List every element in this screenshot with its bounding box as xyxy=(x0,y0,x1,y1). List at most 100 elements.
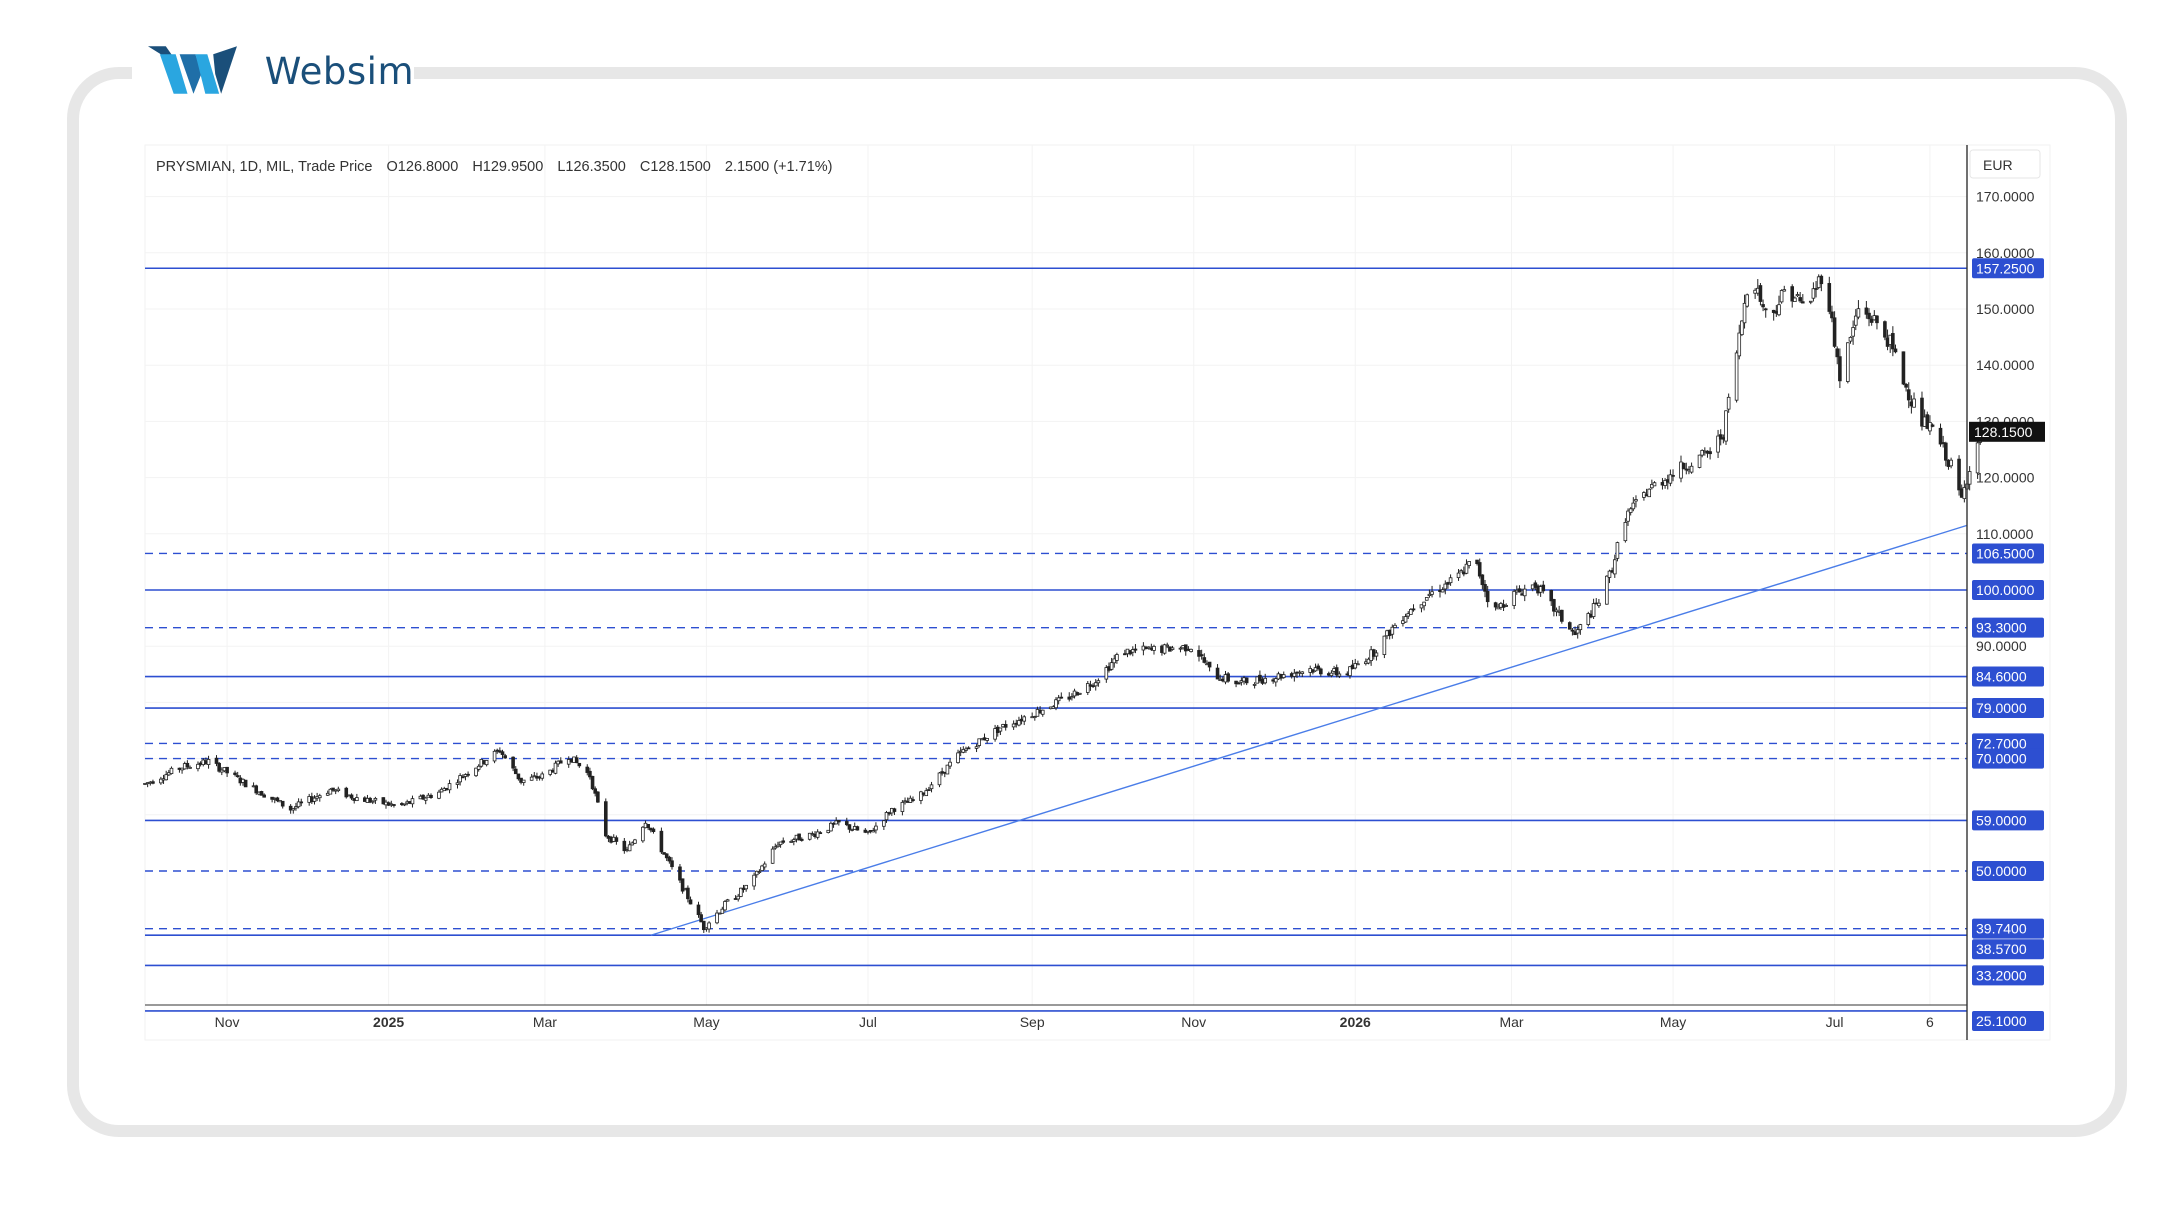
candle xyxy=(235,771,240,778)
candle xyxy=(1467,561,1471,569)
level-tag-label: 39.7400 xyxy=(1976,921,2027,937)
candle xyxy=(558,757,563,764)
candle xyxy=(410,795,415,808)
candle xyxy=(392,804,396,808)
candle xyxy=(1274,677,1278,687)
candle xyxy=(1541,580,1546,594)
candle xyxy=(1424,597,1429,601)
candle xyxy=(225,766,229,777)
candle xyxy=(588,767,592,780)
candle xyxy=(1244,677,1249,686)
candle xyxy=(429,793,433,799)
candle xyxy=(233,770,237,777)
candle xyxy=(844,817,849,827)
candle xyxy=(1740,320,1744,337)
candle xyxy=(797,833,801,841)
candle xyxy=(1522,584,1527,602)
candle xyxy=(837,819,841,826)
candle xyxy=(275,796,280,803)
candle xyxy=(373,796,378,804)
candle xyxy=(1356,660,1360,666)
candle xyxy=(736,893,741,902)
candle xyxy=(1830,305,1834,323)
candle xyxy=(680,878,685,894)
candle xyxy=(164,770,168,781)
candle xyxy=(1554,607,1559,617)
candle xyxy=(744,884,748,892)
candle xyxy=(423,796,428,805)
x-tick-label: Mar xyxy=(533,1014,557,1030)
candle xyxy=(1215,664,1220,680)
candle xyxy=(1623,518,1628,543)
candle xyxy=(1112,654,1117,668)
candle xyxy=(1777,295,1781,317)
candle xyxy=(603,798,608,838)
candle xyxy=(1745,293,1749,308)
candle xyxy=(402,803,407,807)
candle xyxy=(1448,574,1453,586)
candle xyxy=(892,807,897,816)
candle xyxy=(627,840,632,852)
candlestick-series xyxy=(143,274,1985,933)
candle xyxy=(447,779,452,794)
level-tag-label: 70.0000 xyxy=(1976,751,2027,767)
candle xyxy=(1033,715,1037,721)
level-tag xyxy=(1972,939,2044,960)
candle xyxy=(1130,646,1135,657)
candle xyxy=(659,827,664,855)
candle xyxy=(1281,671,1286,679)
candle xyxy=(1459,568,1463,573)
level-tag-label: 93.3000 xyxy=(1976,620,2027,636)
candle xyxy=(667,855,672,864)
y-tick-label: 120.0000 xyxy=(1976,470,2035,486)
candle xyxy=(1504,603,1509,607)
candle xyxy=(317,793,322,802)
y-tick-label: 140.0000 xyxy=(1976,357,2035,373)
candle xyxy=(847,824,852,833)
candle xyxy=(900,800,905,816)
candle xyxy=(460,774,465,779)
candle xyxy=(739,887,743,898)
candle xyxy=(1334,664,1339,678)
candle xyxy=(1475,559,1479,566)
candle xyxy=(1793,296,1797,302)
candle xyxy=(1949,457,1953,469)
time-axis[interactable]: Nov 2025 Mar May Jul Sep Nov 2026 Mar May Jul 6 xyxy=(215,1014,1934,1030)
candle xyxy=(701,920,706,933)
candle xyxy=(1483,579,1487,598)
candle xyxy=(421,794,425,801)
candle xyxy=(516,773,521,781)
candle xyxy=(720,906,725,914)
candle xyxy=(686,885,690,903)
chart-legend: PRYSMIAN, 1D, MIL, Trade Price O126.8000… xyxy=(156,159,833,175)
candle xyxy=(1808,300,1813,305)
candle xyxy=(966,746,971,750)
candle xyxy=(1207,661,1212,672)
candle xyxy=(1734,350,1739,403)
candle xyxy=(1591,598,1596,619)
candle xyxy=(349,793,354,801)
candle xyxy=(593,786,598,797)
candle xyxy=(678,864,682,883)
candle xyxy=(1093,679,1098,691)
candle xyxy=(1152,644,1156,655)
candle xyxy=(1798,291,1802,303)
candle xyxy=(1901,351,1906,386)
level-tag-label: 33.2000 xyxy=(1976,967,2027,983)
candle xyxy=(1718,429,1723,446)
candle xyxy=(792,837,796,846)
candle xyxy=(259,790,264,796)
candle xyxy=(1597,599,1601,608)
candle xyxy=(773,843,778,850)
candle xyxy=(757,869,762,874)
currency-box[interactable] xyxy=(1969,149,2041,179)
legend-low: L126.3500 xyxy=(557,159,626,175)
candle xyxy=(1197,645,1201,662)
candle xyxy=(929,781,934,793)
candle xyxy=(331,787,335,792)
candle xyxy=(752,872,756,890)
candle xyxy=(1477,558,1482,579)
x-tick-label: Sep xyxy=(1020,1014,1045,1030)
candle xyxy=(553,760,558,775)
